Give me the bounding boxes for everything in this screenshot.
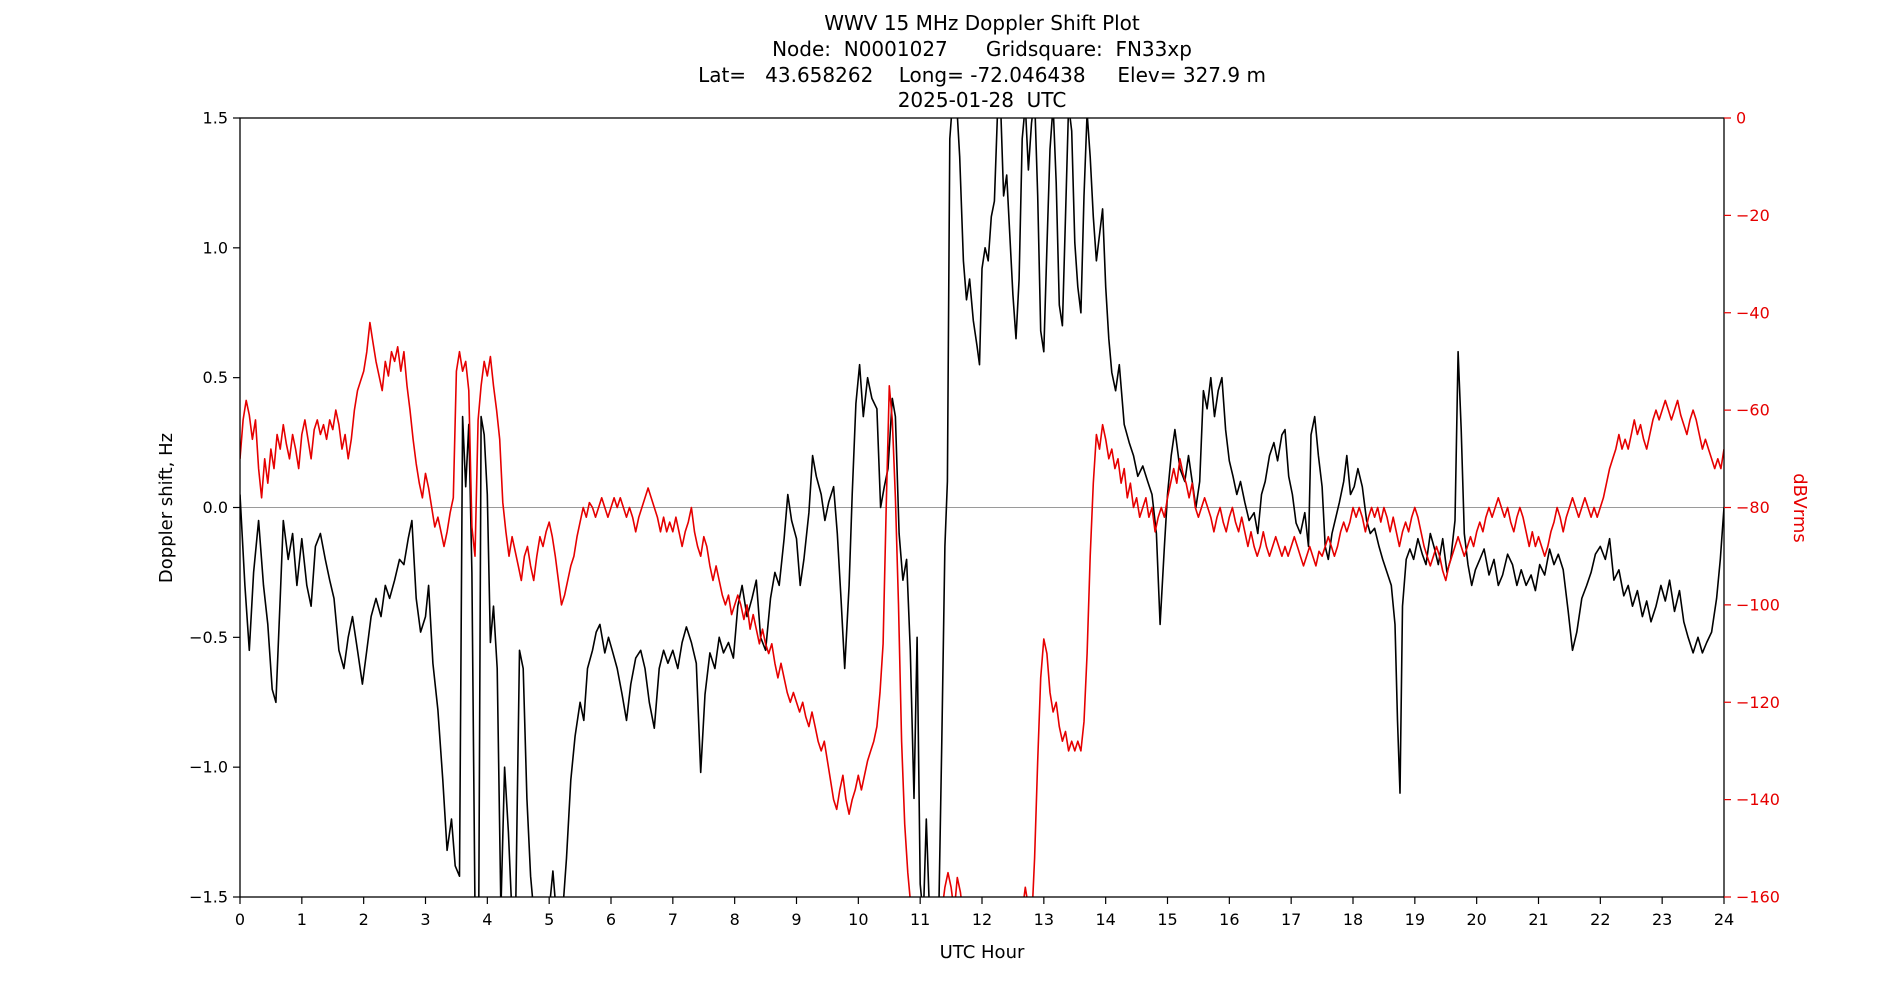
x-tick-label: 23 (1652, 910, 1672, 929)
x-tick-label: 8 (730, 910, 740, 929)
title-block: WWV 15 MHz Doppler Shift Plot Node: N000… (698, 11, 1266, 112)
y-right-tick-label: −60 (1736, 401, 1770, 420)
x-tick-label: 22 (1590, 910, 1610, 929)
x-tick-label: 2 (359, 910, 369, 929)
x-tick-label: 21 (1528, 910, 1548, 929)
x-tick-label: 6 (606, 910, 616, 929)
y-left-tick-label: −1.0 (189, 758, 228, 777)
x-tick-label: 14 (1095, 910, 1115, 929)
x-tick-label: 4 (482, 910, 492, 929)
x-tick-label: 12 (972, 910, 992, 929)
x-tick-label: 3 (420, 910, 430, 929)
y-left-tick-label: 1.0 (203, 238, 228, 257)
y-right-tick-label: −80 (1736, 498, 1770, 517)
y-right-tick-label: 0 (1736, 109, 1746, 128)
y-right-tick-label: −100 (1736, 595, 1780, 614)
series-line-dbv (240, 321, 1724, 897)
x-tick-label: 5 (544, 910, 554, 929)
y-axis-label-right: dBVrms (1789, 473, 1810, 543)
x-tick-label: 24 (1714, 910, 1734, 929)
x-tick-label: 20 (1466, 910, 1486, 929)
y-right-tick-label: −120 (1736, 693, 1780, 712)
x-tick-label: 13 (1034, 910, 1054, 929)
x-axis-label: UTC Hour (940, 942, 1025, 963)
y-left-tick-label: −0.5 (189, 628, 228, 647)
y-right-tick-label: −140 (1736, 790, 1780, 809)
plot-area: 0 1 2 3 4 5 6 7 8 9 10 11 12 13 14 15 16 17 18 19 20 21 22 23 24… (189, 109, 1780, 930)
x-tick-label: 9 (791, 910, 801, 929)
y-left-tick-label: 0.5 (203, 368, 228, 387)
y-right-tick-label: −40 (1736, 303, 1770, 322)
x-tick-label: 18 (1343, 910, 1363, 929)
x-tick-label: 11 (910, 910, 930, 929)
chart-subtitle-node: Node: N0001027 Gridsquare: FN33xp (772, 37, 1192, 61)
y-left-tick-label: −1.5 (189, 888, 228, 907)
chart-subtitle-location: Lat= 43.658262 Long= -72.046438 Elev= 32… (698, 63, 1266, 87)
y-axis-label-left: Doppler shift, Hz (156, 433, 177, 583)
x-tick-label: 1 (297, 910, 307, 929)
y-right-tick-label: −20 (1736, 206, 1770, 225)
y-left-tick-label: 1.5 (203, 109, 228, 128)
x-tick-label: 7 (668, 910, 678, 929)
chart-title: WWV 15 MHz Doppler Shift Plot (824, 11, 1140, 35)
x-tick-label: 10 (848, 910, 868, 929)
x-tick-label: 0 (235, 910, 245, 929)
x-tick-label: 16 (1219, 910, 1239, 929)
x-tick-label: 15 (1157, 910, 1177, 929)
x-tick-label: 19 (1405, 910, 1425, 929)
x-tick-label: 17 (1281, 910, 1301, 929)
y-left-tick-label: 0.0 (203, 498, 228, 517)
y-right-tick-label: −160 (1736, 888, 1780, 907)
chart-subtitle-date: 2025-01-28 UTC (898, 88, 1067, 112)
